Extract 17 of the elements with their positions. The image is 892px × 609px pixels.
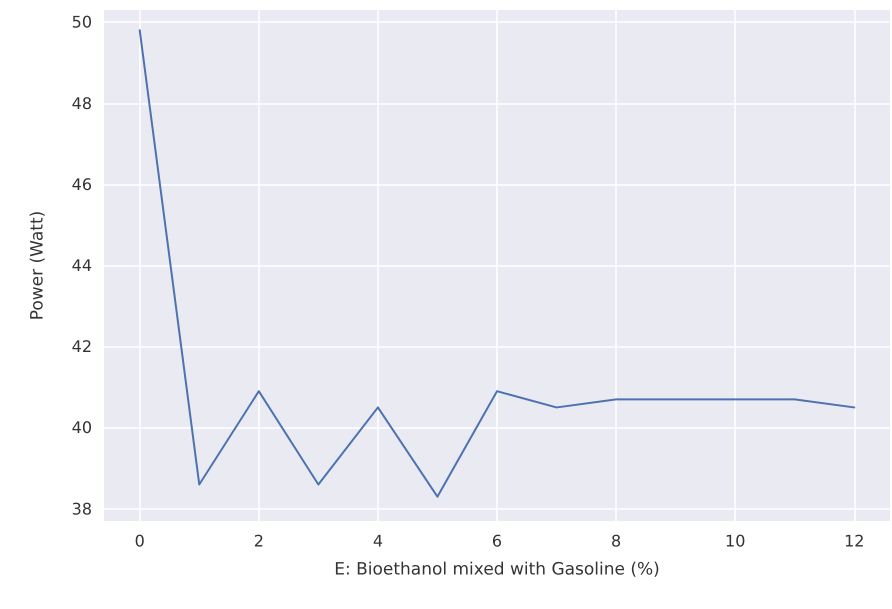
y-tick-label: 48 <box>72 94 92 113</box>
x-tick-label: 8 <box>610 532 622 550</box>
y-tick-label: 44 <box>72 256 92 275</box>
y-tick-label: 42 <box>72 337 92 356</box>
x-tick-label: 12 <box>844 532 864 550</box>
x-tick-label: 4 <box>372 532 384 550</box>
y-tick-label: 38 <box>72 499 92 518</box>
y-tick-label: 40 <box>72 418 92 438</box>
line-series <box>138 29 856 498</box>
x-tick-label: 0 <box>134 532 145 550</box>
y-tick-label: 50 <box>72 12 92 32</box>
x-tick-label: 2 <box>254 532 264 550</box>
x-tick-label: 6 <box>492 532 502 550</box>
y-axis-title: Power (Watt) <box>28 210 48 320</box>
x-axis-title: E: Bioethanol mixed with Gasoline (%) <box>334 560 660 580</box>
x-tick-label: 10 <box>725 532 746 550</box>
y-tick-label: 46 <box>72 174 92 194</box>
